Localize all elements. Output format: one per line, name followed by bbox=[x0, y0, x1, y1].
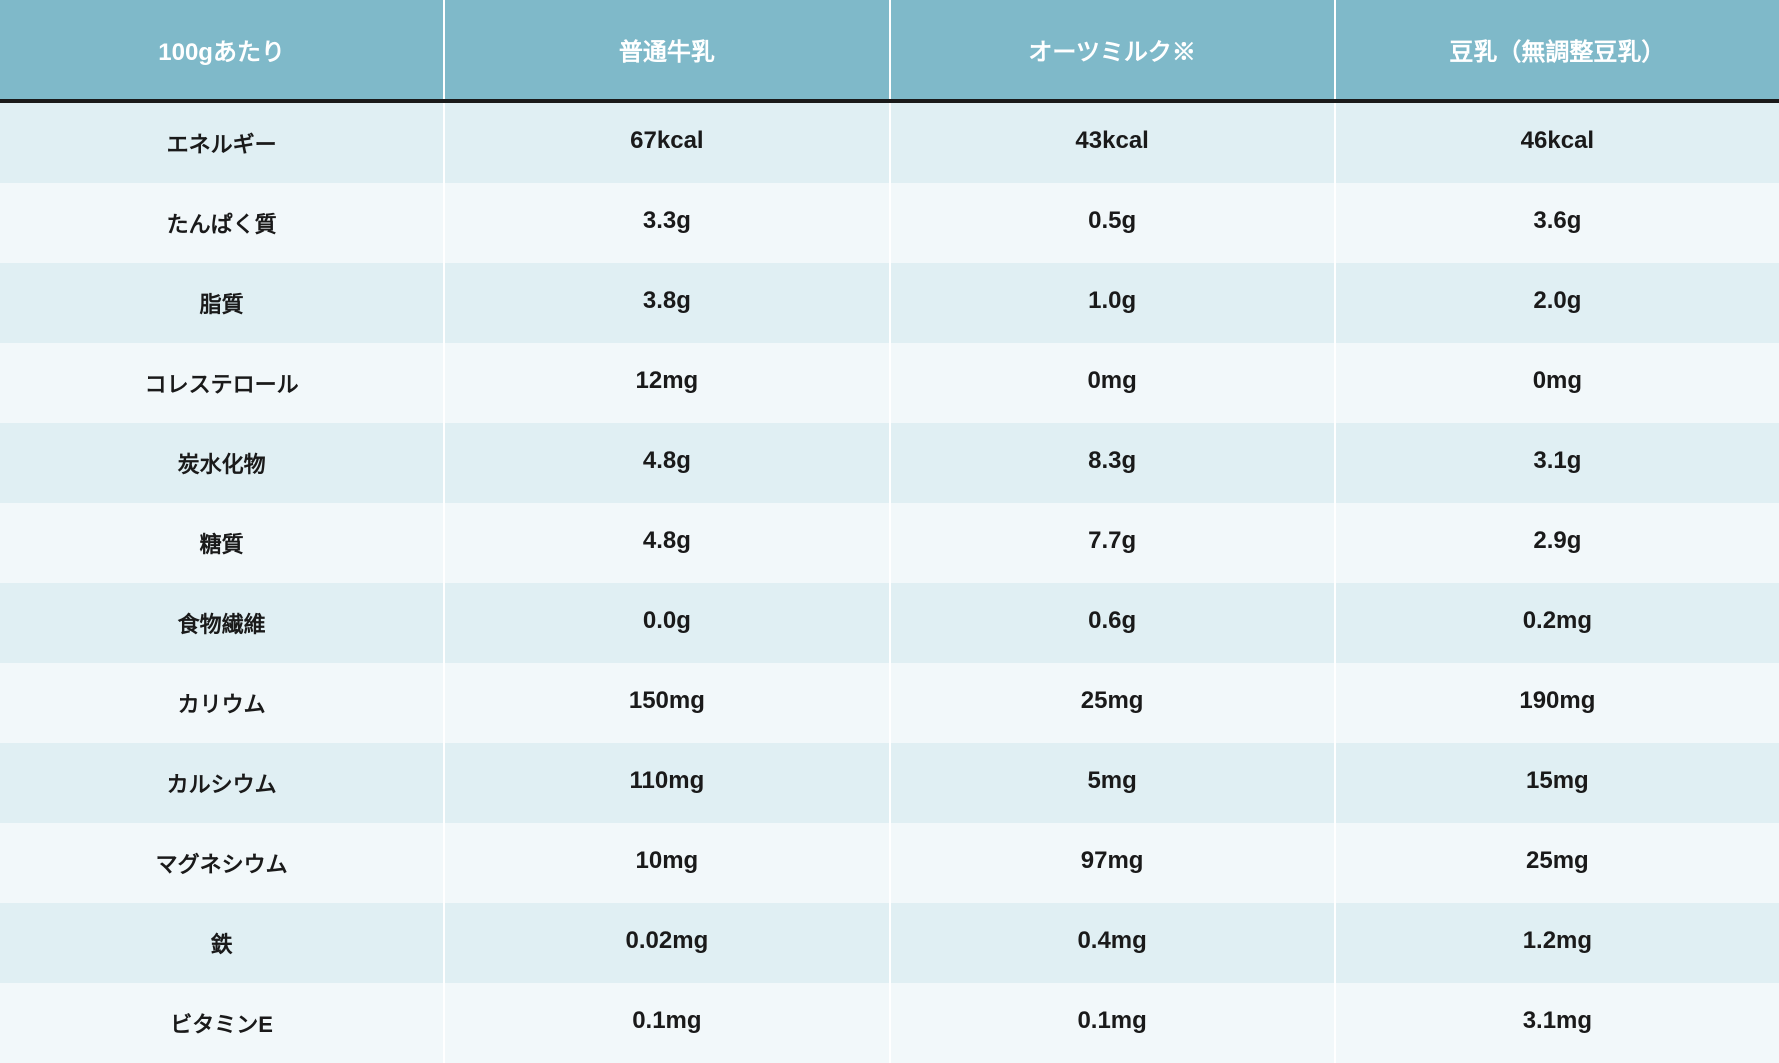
row-label-vitamin-e: ビタミンE bbox=[0, 983, 445, 1063]
row-label-potassium: カリウム bbox=[0, 663, 445, 743]
row-label-fat: 脂質 bbox=[0, 263, 445, 343]
cell-value: 0.0g bbox=[445, 583, 890, 663]
cell-value: 0mg bbox=[891, 343, 1336, 423]
cell-value: 12mg bbox=[445, 343, 890, 423]
cell-value: 3.1mg bbox=[1336, 983, 1779, 1063]
row-label-energy: エネルギー bbox=[0, 103, 445, 183]
table-header-row: 100gあたり 普通牛乳 オーツミルク※ 豆乳（無調整豆乳） bbox=[0, 0, 1779, 99]
table-row: コレステロール 12mg 0mg 0mg bbox=[0, 343, 1779, 423]
cell-value: 3.1g bbox=[1336, 423, 1779, 503]
table-row: カルシウム 110mg 5mg 15mg bbox=[0, 743, 1779, 823]
table-row: たんぱく質 3.3g 0.5g 3.6g bbox=[0, 183, 1779, 263]
nutrition-comparison-table: 100gあたり 普通牛乳 オーツミルク※ 豆乳（無調整豆乳） エネルギー 67k… bbox=[0, 0, 1779, 1063]
table-row: 糖質 4.8g 7.7g 2.9g bbox=[0, 503, 1779, 583]
cell-value: 25mg bbox=[891, 663, 1336, 743]
header-per100g: 100gあたり bbox=[0, 0, 445, 99]
table-row: 鉄 0.02mg 0.4mg 1.2mg bbox=[0, 903, 1779, 983]
cell-value: 10mg bbox=[445, 823, 890, 903]
row-label-protein: たんぱく質 bbox=[0, 183, 445, 263]
cell-value: 0.6g bbox=[891, 583, 1336, 663]
table-row: 脂質 3.8g 1.0g 2.0g bbox=[0, 263, 1779, 343]
cell-value: 0.02mg bbox=[445, 903, 890, 983]
row-label-calcium: カルシウム bbox=[0, 743, 445, 823]
cell-value: 3.3g bbox=[445, 183, 890, 263]
cell-value: 3.8g bbox=[445, 263, 890, 343]
header-soymilk: 豆乳（無調整豆乳） bbox=[1336, 0, 1779, 99]
row-label-carbs: 炭水化物 bbox=[0, 423, 445, 503]
table-row: カリウム 150mg 25mg 190mg bbox=[0, 663, 1779, 743]
cell-value: 8.3g bbox=[891, 423, 1336, 503]
cell-value: 1.0g bbox=[891, 263, 1336, 343]
cell-value: 190mg bbox=[1336, 663, 1779, 743]
cell-value: 4.8g bbox=[445, 423, 890, 503]
row-label-iron: 鉄 bbox=[0, 903, 445, 983]
cell-value: 0.4mg bbox=[891, 903, 1336, 983]
table-row: 炭水化物 4.8g 8.3g 3.1g bbox=[0, 423, 1779, 503]
header-oatmilk: オーツミルク※ bbox=[891, 0, 1336, 99]
cell-value: 43kcal bbox=[891, 103, 1336, 183]
cell-value: 0.1mg bbox=[891, 983, 1336, 1063]
cell-value: 25mg bbox=[1336, 823, 1779, 903]
cell-value: 150mg bbox=[445, 663, 890, 743]
table-row: マグネシウム 10mg 97mg 25mg bbox=[0, 823, 1779, 903]
row-label-sugar: 糖質 bbox=[0, 503, 445, 583]
cell-value: 3.6g bbox=[1336, 183, 1779, 263]
cell-value: 0.2mg bbox=[1336, 583, 1779, 663]
cell-value: 5mg bbox=[891, 743, 1336, 823]
cell-value: 67kcal bbox=[445, 103, 890, 183]
cell-value: 46kcal bbox=[1336, 103, 1779, 183]
cell-value: 0mg bbox=[1336, 343, 1779, 423]
cell-value: 0.1mg bbox=[445, 983, 890, 1063]
cell-value: 7.7g bbox=[891, 503, 1336, 583]
row-label-magnesium: マグネシウム bbox=[0, 823, 445, 903]
cell-value: 2.9g bbox=[1336, 503, 1779, 583]
table-row: 食物繊維 0.0g 0.6g 0.2mg bbox=[0, 583, 1779, 663]
cell-value: 97mg bbox=[891, 823, 1336, 903]
cell-value: 0.5g bbox=[891, 183, 1336, 263]
cell-value: 110mg bbox=[445, 743, 890, 823]
table-row: ビタミンE 0.1mg 0.1mg 3.1mg bbox=[0, 983, 1779, 1063]
row-label-fiber: 食物繊維 bbox=[0, 583, 445, 663]
cell-value: 2.0g bbox=[1336, 263, 1779, 343]
cell-value: 4.8g bbox=[445, 503, 890, 583]
table-row: エネルギー 67kcal 43kcal 46kcal bbox=[0, 103, 1779, 183]
cell-value: 15mg bbox=[1336, 743, 1779, 823]
cell-value: 1.2mg bbox=[1336, 903, 1779, 983]
header-milk: 普通牛乳 bbox=[445, 0, 890, 99]
row-label-cholesterol: コレステロール bbox=[0, 343, 445, 423]
